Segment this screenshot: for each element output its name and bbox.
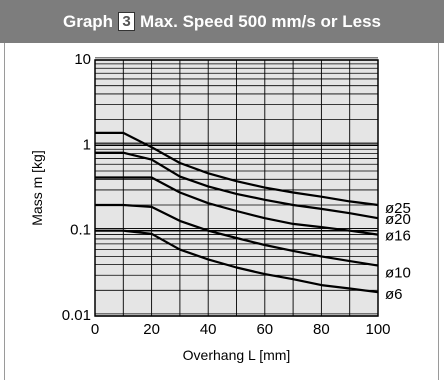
y-tick-label: 0.01 <box>62 307 91 324</box>
series-line <box>95 151 379 220</box>
series-label: ø20 <box>385 211 411 228</box>
series-line <box>95 229 379 294</box>
y-tick-labels: 0.01 0.1 1 10 <box>62 51 91 324</box>
series-label: ø16 <box>385 228 411 245</box>
x-tick-label: 60 <box>256 321 273 338</box>
series-label: ø25 <box>385 200 411 217</box>
series-lines <box>95 131 379 294</box>
x-tick-label: 80 <box>313 321 330 338</box>
panel-border-left <box>4 43 5 380</box>
series-line <box>95 131 379 207</box>
x-tick-label: 0 <box>91 321 99 338</box>
x-tick-label: 20 <box>143 321 160 338</box>
x-tick-labels: 0 20 40 60 80 100 <box>91 321 391 338</box>
x-tick-label: 100 <box>365 321 390 338</box>
x-axis-label: Overhang L [mm] <box>183 347 291 363</box>
series-label: ø10 <box>385 265 411 282</box>
series-line <box>95 176 379 236</box>
y-axis-label: Mass m [kg] <box>29 150 45 225</box>
plot-border <box>94 59 379 317</box>
graph-title-suffix: Max. Speed 500 mm/s or Less <box>140 11 381 31</box>
y-tick-label: 1 <box>83 136 91 153</box>
graph-title-prefix: Graph <box>62 11 114 31</box>
y-tick-label: 0.1 <box>70 222 91 239</box>
series-label: ø6 <box>385 286 403 303</box>
series-line <box>95 203 379 267</box>
y-tick-label: 10 <box>74 51 91 68</box>
panel-border-right <box>438 43 439 380</box>
graph-number-badge: 3 <box>118 12 136 31</box>
x-tick-label: 40 <box>200 321 217 338</box>
graph-title: Graph 3 Max. Speed 500 mm/s or Less <box>0 0 444 43</box>
